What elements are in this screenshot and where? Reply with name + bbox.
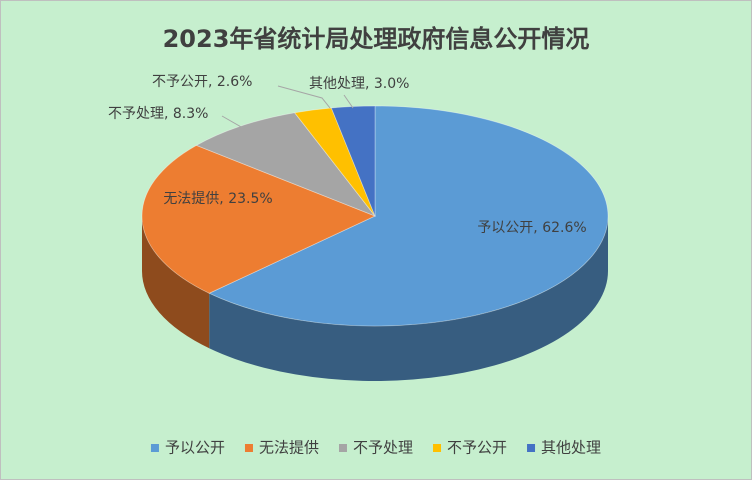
legend-swatch xyxy=(150,444,159,452)
leader-line xyxy=(221,115,244,129)
slice xyxy=(208,105,609,327)
data-label: 不予处理, 8.3% xyxy=(108,106,208,122)
legend-label: 其他处理 xyxy=(541,439,601,457)
data-label: 不予公开, 2.6% xyxy=(152,74,252,90)
chart-title: 2023年省统计局处理政府信息公开情况 xyxy=(163,25,590,53)
slice xyxy=(330,105,376,217)
legend-label: 予以公开 xyxy=(165,439,225,457)
data-label: 予以公开, 62.6% xyxy=(477,220,586,236)
legend-label: 不予处理 xyxy=(353,439,413,457)
legend-swatch xyxy=(338,444,347,452)
leader-line xyxy=(277,85,331,109)
slice xyxy=(293,107,376,217)
data-label: 无法提供, 23.5% xyxy=(163,191,272,207)
legend-label: 不予公开 xyxy=(447,439,507,457)
leader-line xyxy=(343,94,354,109)
legend-swatch xyxy=(527,444,536,452)
slice-side xyxy=(209,216,608,382)
legend-label: 无法提供 xyxy=(259,439,319,457)
slice xyxy=(195,112,377,217)
slice-side xyxy=(142,216,210,349)
legend-swatch xyxy=(433,444,442,452)
legend-swatch xyxy=(244,444,253,452)
data-label: 其他处理, 3.0% xyxy=(309,76,409,92)
slice xyxy=(141,144,377,294)
